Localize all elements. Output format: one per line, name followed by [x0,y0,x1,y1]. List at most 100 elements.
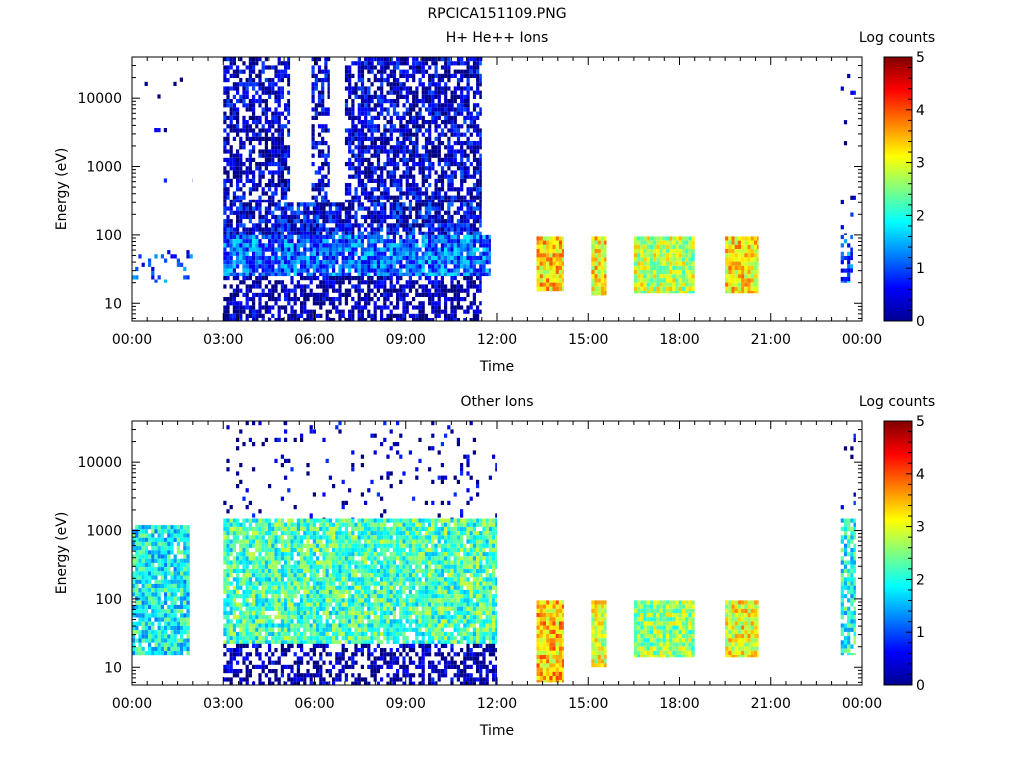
heatmap-cell [151,592,155,597]
heatmap-cell [268,239,272,244]
heatmap-cell [357,157,361,162]
heatmap-cell [555,257,559,262]
heatmap-cell [248,153,252,158]
heatmap-cell [741,261,745,266]
heatmap-cell [268,187,272,192]
heatmap-cell [591,270,595,275]
heatmap-cell [757,274,759,279]
heatmap-cell [328,227,332,232]
heatmap-cell [132,613,136,618]
heatmap-cell [675,249,679,254]
heatmap-cell [415,214,419,220]
heatmap-cell [437,292,441,297]
heatmap-cell [332,234,336,240]
heatmap-cell [460,202,464,207]
heatmap-cell [453,318,457,321]
heatmap-cell [418,170,422,175]
heatmap-cell [675,244,679,249]
heatmap-cell [453,128,457,133]
heatmap-cell [415,195,419,200]
heatmap-cell [447,107,451,112]
heatmap-cell [357,69,361,74]
heatmap-cell [725,244,729,249]
heatmap-cell [675,270,679,275]
heatmap-cell [248,78,252,83]
heatmap-cell [440,90,445,95]
heatmap-cell [236,187,240,192]
heatmap-cell [850,90,854,95]
heatmap-cell [303,251,307,256]
heatmap-cell [239,187,243,192]
heatmap-cell [314,145,318,150]
heatmap-cell [744,240,748,245]
heatmap-cell [274,153,278,158]
heatmap-cell [268,272,272,277]
heatmap-cell [354,305,358,310]
heatmap-cell [659,278,663,283]
heatmap-cell [367,78,371,83]
heatmap-cell [386,111,390,116]
heatmap-cell [252,157,256,162]
heatmap-cell [164,600,168,605]
heatmap-cell [258,243,262,248]
heatmap-cell [757,244,759,249]
heatmap-cell [170,642,174,647]
heatmap-cell [549,236,553,241]
heatmap-cell [447,73,451,78]
heatmap-cell [335,210,339,215]
heatmap-cell [300,292,304,297]
heatmap-cell [322,206,326,211]
heatmap-cell [370,210,374,215]
heatmap-cell [261,136,265,141]
heatmap-cell [242,214,246,220]
heatmap-cell [264,191,268,196]
heatmap-cell [669,240,673,245]
heatmap-cell [591,282,595,287]
heatmap-cell [271,191,275,196]
heatmap-cell [386,268,390,273]
heatmap-cell [338,219,342,224]
heatmap-cell [747,286,751,291]
heatmap-cell [380,94,384,99]
heatmap-cell [284,157,288,162]
heatmap-cell [229,149,233,154]
heatmap-cell [245,305,249,310]
heatmap-cell [239,141,243,146]
heatmap-cell [383,195,387,200]
heatmap-cell [373,149,377,154]
heatmap-cell [242,251,246,256]
heatmap-cell [186,583,190,589]
heatmap-cell [402,128,406,133]
heatmap-cell [843,255,848,261]
heatmap-cell [176,596,180,601]
heatmap-cell [290,260,294,265]
heatmap-cell [348,276,352,281]
heatmap-cell [344,264,348,269]
heatmap-cell [428,260,432,265]
heatmap-cell [428,199,432,203]
heatmap-cell [135,604,139,610]
heatmap-cell [552,257,556,262]
heatmap-cell [376,178,381,183]
heatmap-cell [328,255,332,261]
heatmap-cell [271,297,275,302]
heatmap-cell [747,265,751,270]
heatmap-cell [303,255,307,261]
heatmap-cell [148,651,152,656]
heatmap-cell [450,260,454,265]
heatmap-cell [170,592,174,597]
heatmap-cell [325,280,329,285]
heatmap-cell [277,292,281,297]
heatmap-cell [354,288,358,293]
heatmap-cell [264,292,268,297]
heatmap-cell [469,243,473,248]
heatmap-cell [170,613,174,618]
heatmap-cell [338,206,342,211]
heatmap-cell [261,260,265,265]
heatmap-cell [399,210,403,215]
heatmap-cell [479,111,482,116]
heatmap-cell [324,141,328,146]
heatmap-cell [239,214,243,220]
heatmap-cell [453,69,457,74]
heatmap-cell [376,86,381,91]
